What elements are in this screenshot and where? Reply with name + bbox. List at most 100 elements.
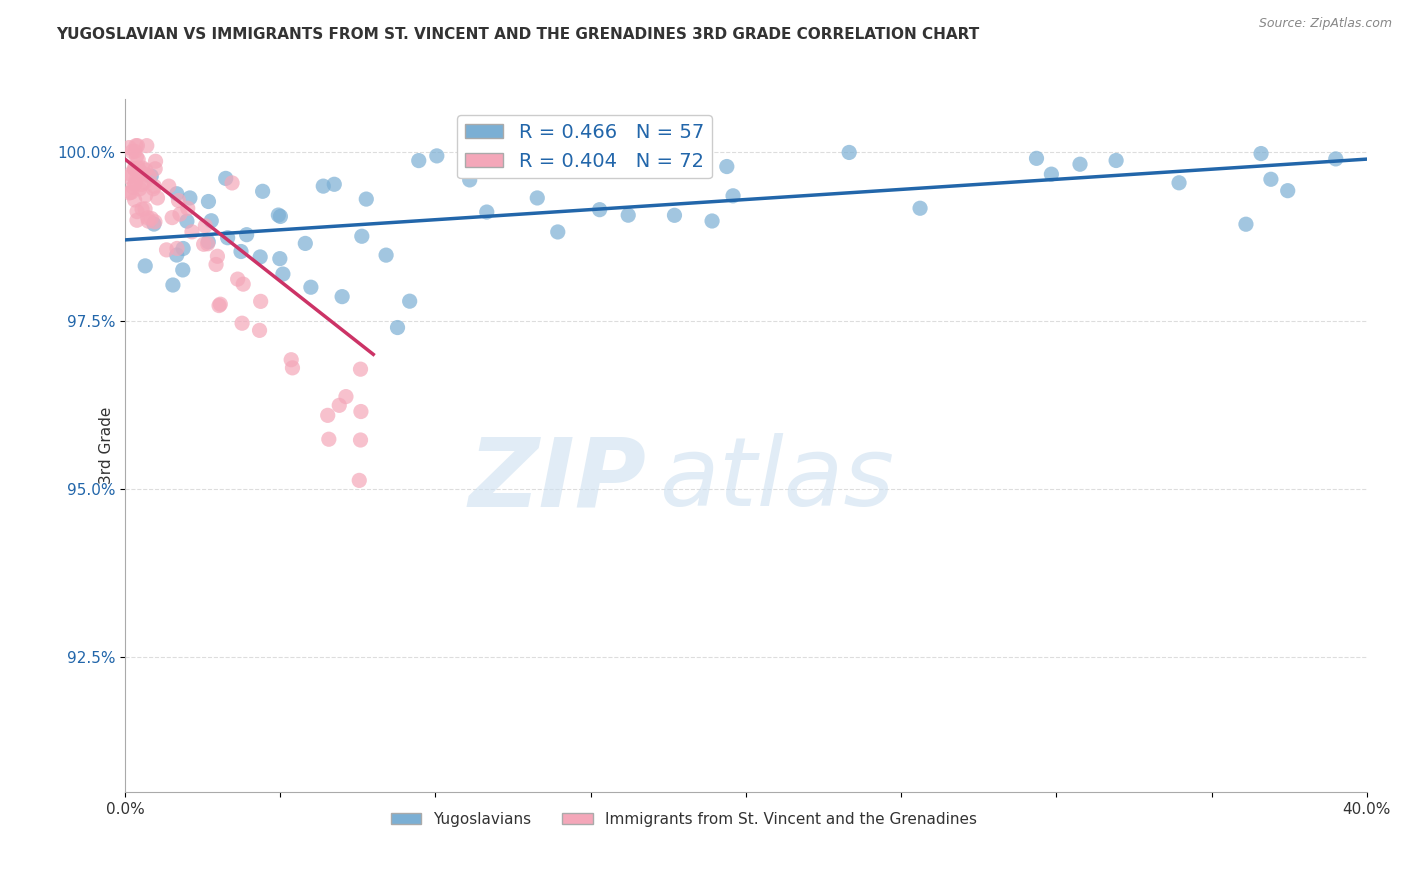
Point [387, 320, 409, 334]
Point [335, 390, 357, 404]
Point [588, 202, 610, 217]
Point [138, 214, 160, 228]
Point [166, 242, 188, 256]
Point [134, 175, 156, 189]
Point [132, 166, 155, 180]
Point [350, 229, 373, 244]
Point [141, 211, 163, 226]
Point [179, 191, 201, 205]
Point [138, 169, 160, 184]
Point [249, 294, 271, 309]
Point [120, 186, 142, 200]
Point [146, 191, 169, 205]
Point [356, 192, 378, 206]
Point [197, 194, 219, 209]
Point [169, 207, 191, 221]
Point [167, 194, 190, 208]
Point [458, 173, 481, 187]
Point [232, 277, 254, 292]
Point [155, 243, 177, 257]
Point [475, 205, 498, 219]
Point [135, 188, 157, 202]
Point [172, 263, 194, 277]
Point [143, 161, 166, 176]
Point [127, 138, 149, 153]
Text: ZIP: ZIP [468, 434, 647, 526]
Point [209, 297, 232, 311]
Point [721, 189, 744, 203]
Point [181, 225, 204, 239]
Point [145, 154, 167, 169]
Point [1069, 157, 1091, 171]
Point [122, 180, 145, 194]
Point [125, 213, 148, 227]
Point [125, 138, 148, 153]
Point [349, 474, 371, 488]
Point [160, 211, 183, 225]
Point [205, 257, 228, 271]
Point [172, 242, 194, 256]
Point [252, 184, 274, 198]
Point [1168, 176, 1191, 190]
Point [235, 227, 257, 242]
Point [121, 145, 143, 159]
Point [194, 219, 217, 233]
Point [700, 214, 723, 228]
Point [125, 150, 148, 164]
Point [375, 248, 398, 262]
Point [176, 214, 198, 228]
Point [124, 177, 146, 191]
Point [157, 179, 180, 194]
Point [299, 280, 322, 294]
Point [664, 208, 686, 222]
Point [197, 235, 219, 249]
Point [162, 278, 184, 293]
Point [118, 140, 141, 154]
Point [125, 204, 148, 219]
Text: YUGOSLAVIAN VS IMMIGRANTS FROM ST. VINCENT AND THE GRENADINES 3RD GRADE CORRELAT: YUGOSLAVIAN VS IMMIGRANTS FROM ST. VINCE… [56, 27, 980, 42]
Point [908, 201, 931, 215]
Point [350, 404, 373, 418]
Point [328, 398, 350, 412]
Point [226, 272, 249, 286]
Point [323, 178, 346, 192]
Point [208, 299, 231, 313]
Point [269, 210, 291, 224]
Point [316, 409, 339, 423]
Point [229, 244, 252, 259]
Point [312, 179, 335, 194]
Point [124, 193, 146, 207]
Point [143, 215, 166, 229]
Point [398, 294, 420, 309]
Legend: Yugoslavians, Immigrants from St. Vincent and the Grenadines: Yugoslavians, Immigrants from St. Vincen… [384, 805, 983, 833]
Point [131, 167, 153, 181]
Point [280, 352, 302, 367]
Point [197, 236, 219, 251]
Point [249, 250, 271, 264]
Point [271, 267, 294, 281]
Point [135, 138, 157, 153]
Point [426, 149, 449, 163]
Point [269, 252, 291, 266]
Point [1040, 167, 1063, 181]
Point [1105, 153, 1128, 168]
Point [134, 259, 156, 273]
Point [120, 167, 142, 181]
Point [124, 145, 146, 159]
Point [134, 202, 156, 216]
Point [118, 186, 141, 200]
Point [221, 176, 243, 190]
Point [135, 163, 157, 178]
Point [349, 433, 371, 447]
Point [166, 248, 188, 262]
Point [408, 153, 430, 168]
Point [526, 191, 548, 205]
Point [128, 182, 150, 196]
Point [124, 162, 146, 177]
Point [131, 178, 153, 192]
Point [838, 145, 860, 160]
Text: atlas: atlas [659, 434, 894, 526]
Point [349, 362, 371, 376]
Point [207, 249, 229, 263]
Point [217, 230, 239, 244]
